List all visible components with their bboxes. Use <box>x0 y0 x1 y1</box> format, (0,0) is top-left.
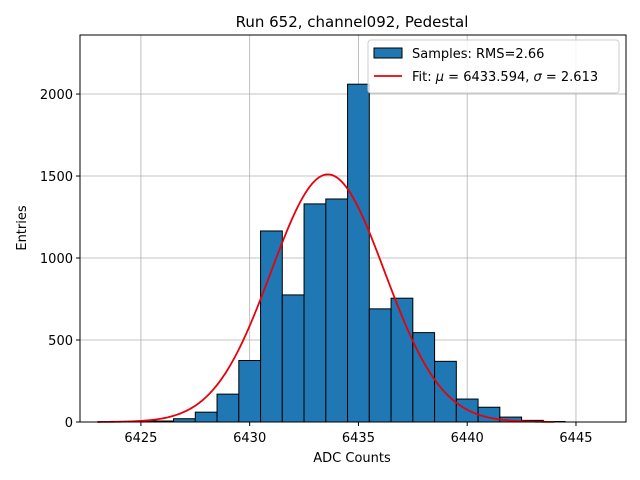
histogram-bar <box>325 198 349 423</box>
plot-frame <box>79 34 627 423</box>
histogram-bars <box>129 83 566 423</box>
y-tick-label: 500 <box>48 334 73 349</box>
histogram-bar <box>238 360 262 423</box>
y-tick-label: 2000 <box>40 88 73 103</box>
y-axis-ticks: 0 500 1000 1500 2000 <box>40 88 80 431</box>
x-axis-ticks: 6425 6430 6435 6440 6445 <box>124 422 593 446</box>
x-tick-label: 6425 <box>124 431 157 446</box>
x-tick-label: 6435 <box>342 431 375 446</box>
histogram-bar <box>194 411 218 423</box>
histogram-bar <box>216 393 240 423</box>
y-tick-label: 0 <box>65 416 73 431</box>
y-tick-label: 1500 <box>40 170 73 185</box>
histogram-bar <box>347 83 370 423</box>
legend: Samples: RMS=2.66 Fit: μ = 6433.594, σ =… <box>367 39 620 94</box>
legend-samples-label: Samples: RMS=2.66 <box>412 47 544 62</box>
histogram-bar <box>303 203 327 423</box>
x-tick-label: 6440 <box>451 431 484 446</box>
histogram-bar <box>281 294 305 423</box>
plot-area: 6425 6430 6435 6440 6445 0 500 1000 1500 2000 <box>40 34 627 446</box>
legend-fit-label: Fit: μ = 6433.594, σ = 2.613 <box>412 70 598 85</box>
x-tick-label: 6445 <box>559 431 592 446</box>
y-axis-label: Entries <box>15 205 30 251</box>
histogram-bar <box>260 230 283 423</box>
y-tick-label: 1000 <box>40 252 73 267</box>
x-tick-label: 6430 <box>233 431 266 446</box>
chart-title: Run 652, channel092, Pedestal <box>236 13 469 31</box>
fit-curve <box>97 173 555 423</box>
histogram-bar <box>368 308 392 423</box>
legend-box <box>367 39 620 94</box>
legend-samples-swatch <box>373 47 403 59</box>
fit-curve-group <box>97 173 555 423</box>
x-axis-label: ADC Counts <box>313 451 391 466</box>
